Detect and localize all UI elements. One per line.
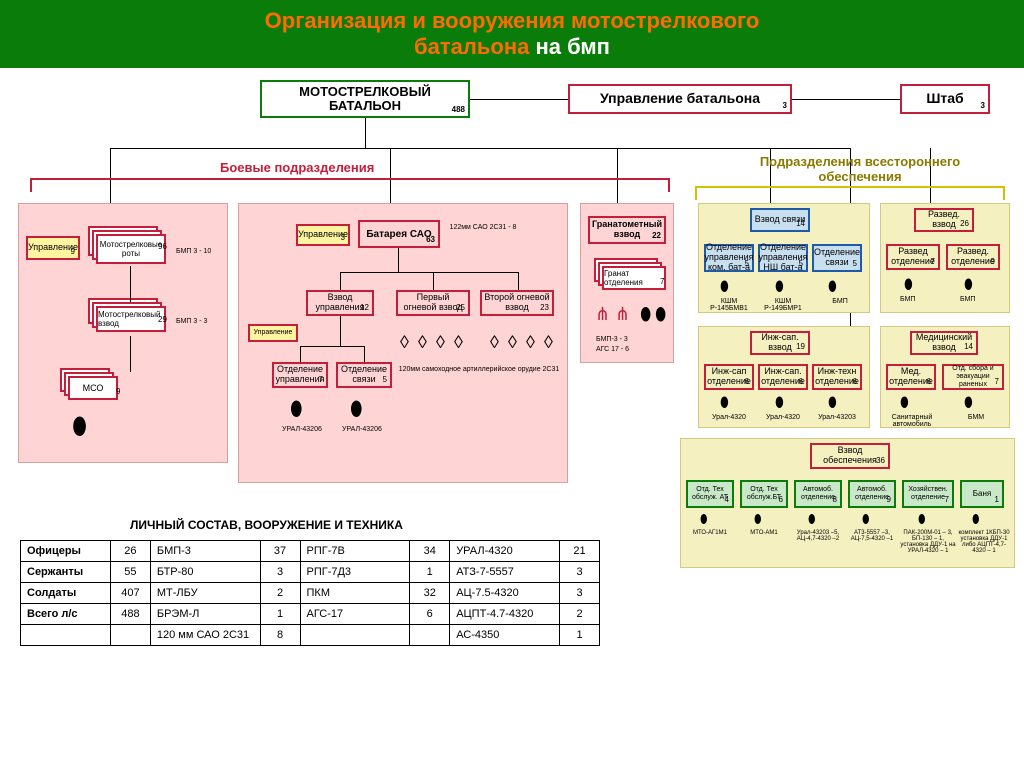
table-title: ЛИЧНЫЙ СОСТАВ, ВООРУЖЕНИЕ И ТЕХНИКА [130,518,403,532]
mid-mgmt-box: Управление3 [296,224,350,246]
bmp3-note: БМП-3 - 3 [596,336,628,343]
fire2-box: Второй огневой взвод23 [480,290,554,316]
command-box: Управление батальона3 [568,84,792,114]
battery-box: Батарея САО63 [358,220,440,248]
cmd-platoon-box: Взвод управления12 [306,290,374,316]
sao-note: 122мм САО 2С31 - 8 [448,224,518,231]
personnel-table: Офицеры26БМП-337РПГ-7В34УРАЛ-432021Сержа… [20,540,600,646]
medical-box: Медицинский взвод14 [910,331,978,355]
title-line2: батальона на бмп [0,34,1024,60]
combat-section-label: Боевые подразделения [220,160,374,175]
ags-note: АГС 17 - 6 [596,346,629,353]
dept1-box: Отделение управления7 [272,362,328,388]
hq-box: Штаб3 [900,84,990,114]
engineer-box: Инж-сап. взвод19 [750,331,810,355]
support-section-label: Подразделения всестороннего обеспечения [730,154,990,184]
artillery-note: 120мм самоходное артиллерийское орудие 2… [394,366,564,373]
title-bar: Организация и вооружения мотострелкового… [0,0,1024,68]
bmp-note-1: БМП 3 - 10 [176,248,211,255]
shell-icon: ⬮ [72,413,87,441]
dept2-box: Отделение связи5 [336,362,392,388]
mgmt-box: Управление9 [26,236,80,260]
title-line1: Организация и вооружения мотострелкового [0,8,1024,34]
signal-box: Взвод связи14 [750,208,810,232]
bmp-note-2: БМП 3 - 3 [176,318,207,325]
mid-mgmt2-box: Управление [248,324,298,342]
supply-box: Взвод обеспечения36 [810,443,890,469]
fire1-box: Первый огневой взвод25 [396,290,470,316]
recon-box: Развед. взвод26 [914,208,974,232]
org-diagram: МОТОСТРЕЛКОВЫЙ БАТАЛЬОН488 Управление ба… [0,68,1024,768]
grenade-box: Гранатометный взвод22 [588,216,666,244]
battalion-box: МОТОСТРЕЛКОВЫЙ БАТАЛЬОН488 [260,80,470,118]
